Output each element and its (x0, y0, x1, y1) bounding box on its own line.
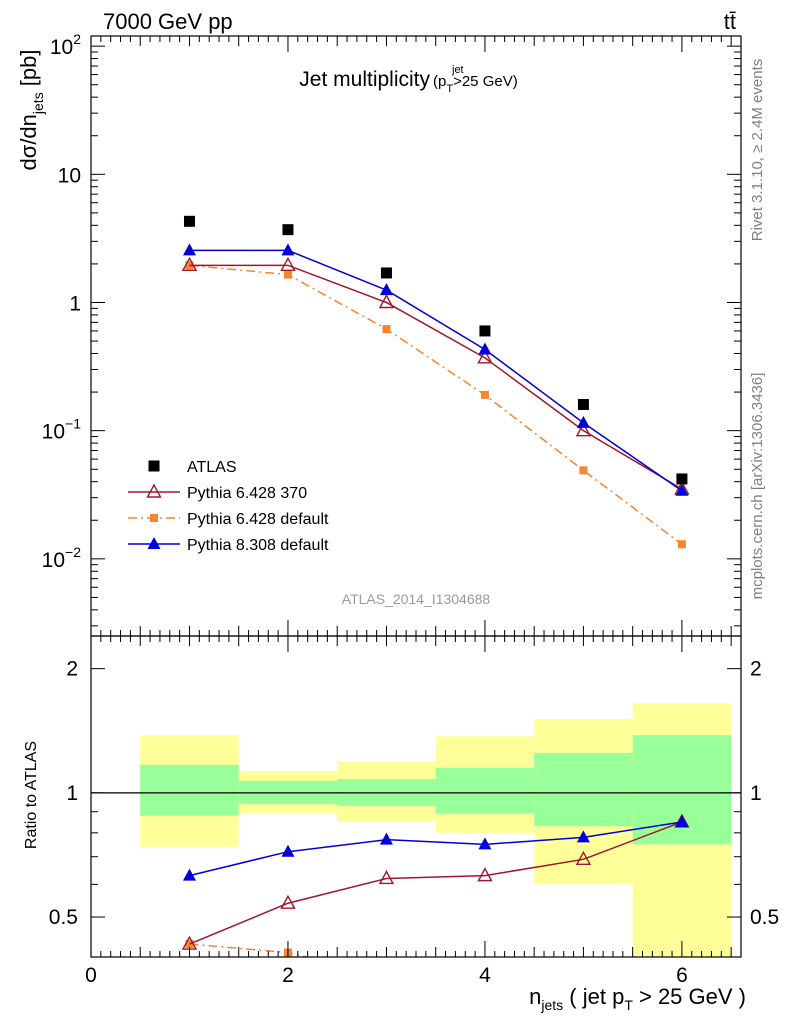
data-point-atlas (676, 473, 688, 485)
data-point-atlas (380, 267, 392, 279)
ratio-y-tick-label-right: 2 (750, 658, 762, 681)
main-y-tick-label: 102 (50, 31, 81, 59)
ratio-point-pythia-6-428-370 (575, 850, 592, 866)
ratio-uncertainty-bands (140, 703, 732, 957)
x-tick-label: 4 (479, 964, 491, 987)
watermark: ATLAS_2014_I1304688 (342, 591, 491, 607)
data-point-pythia-6-428-default (579, 466, 588, 475)
ratio-point-pythia-8-308-default (576, 830, 590, 843)
x-tick-label: 6 (676, 964, 688, 987)
data-point-atlas (577, 398, 589, 410)
axes: 10−2 10−1 1 10 102 0 2 4 6 0.5 0.5 1 1 2 2 (42, 31, 780, 987)
data-point-pythia-6-428-370 (181, 256, 198, 272)
data-point-pythia-8-308-default (675, 483, 689, 496)
x-tick-label: 0 (85, 964, 97, 987)
ratio-point-pythia-8-308-default (478, 837, 492, 850)
data-point-atlas (183, 215, 195, 227)
main-title-cut-sup: jet (451, 64, 464, 76)
ratio-point-pythia-6-428-370 (378, 870, 395, 885)
side-label-mcplots: mcplots.cern.ch [arXiv:1306.3436] (749, 373, 766, 600)
ratio-y-tick-label-right: 1 (750, 782, 762, 805)
main-y-tick-label: 10 (58, 164, 81, 187)
ratio-y-tick-label-left: 0.5 (49, 906, 78, 929)
data-point-pythia-6-428-default (382, 325, 391, 334)
ratio-point-pythia-8-308-default (281, 844, 295, 857)
legend-label-pythia-6-428-370: Pythia 6.428 370 (187, 485, 307, 502)
stat-uncertainty-band (534, 752, 633, 827)
series-line-pythia-6-428-370 (189, 264, 683, 490)
ratio-y-tick-label-right: 0.5 (750, 906, 779, 929)
ratio-x-axis-label: njets ( jet pT > 25 GeV ) (529, 984, 746, 1013)
data-point-pythia-8-308-default (182, 243, 196, 256)
ratio-line-pythia-8-308-default (189, 821, 683, 877)
ratio-point-pythia-8-308-default (379, 832, 393, 845)
legend-marker-pythia-6-428-370 (146, 483, 162, 498)
data-point-pythia-6-428-default (480, 390, 489, 399)
data-point-pythia-8-308-default (478, 342, 492, 355)
legend-label-pythia-6-428-default: Pythia 6.428 default (187, 511, 329, 528)
header-left: 7000 GeV pp (103, 9, 233, 34)
ratio-line-pythia-6-428-370 (189, 821, 683, 945)
ratio-point-pythia-6-428-370 (280, 894, 296, 909)
x-tick-label: 2 (282, 964, 294, 987)
main-y-tick-label: 10−1 (42, 416, 82, 444)
legend-marker-pythia-8-308-default (147, 537, 161, 549)
main-title-cut: (pT>25 GeV) (433, 73, 518, 95)
data-point-pythia-6-428-default (283, 270, 292, 279)
header-right: tt̄ (724, 9, 736, 34)
data-point-pythia-6-428-370 (378, 294, 395, 309)
ratio-y-tick-label-left: 2 (66, 658, 78, 681)
main-y-tick-label: 1 (69, 292, 81, 315)
side-label-rivet: Rivet 3.1.10, ≥ 2.4M events (749, 59, 766, 242)
data-point-pythia-6-428-370 (575, 422, 592, 437)
legend-marker-atlas (148, 460, 160, 472)
data-point-pythia-6-428-default (677, 540, 686, 549)
main-series (181, 215, 690, 549)
ratio-line-pythia-6-428-default (189, 943, 310, 957)
ratio-point-pythia-8-308-default (675, 814, 689, 827)
data-point-pythia-6-428-370 (477, 349, 493, 364)
data-point-atlas (479, 325, 491, 337)
legend-label-pythia-8-308-default: Pythia 8.308 default (187, 537, 329, 554)
ratio-point-pythia-6-428-370 (477, 867, 493, 882)
legend-marker-pythia-6-428-default (150, 514, 158, 522)
data-point-pythia-8-308-default (379, 283, 393, 296)
data-point-pythia-6-428-370 (280, 256, 296, 272)
stat-uncertainty-band (435, 767, 535, 814)
data-point-pythia-8-308-default (576, 415, 590, 428)
data-point-atlas (282, 224, 294, 236)
stat-uncertainty-band (140, 764, 239, 816)
ratio-y-axis-label: Ratio to ATLAS (23, 741, 40, 849)
main-title: Jet multiplicity (299, 68, 430, 91)
main-y-axis-label: dσ/dnjets [pb] (16, 49, 46, 170)
main-y-tick-label: 10−2 (42, 544, 82, 572)
legend-label-atlas: ATLAS (187, 459, 237, 476)
data-point-pythia-8-308-default (281, 243, 295, 256)
ratio-y-tick-label-left: 1 (66, 782, 78, 805)
ratio-point-pythia-8-308-default (182, 868, 196, 881)
legend: ATLAS Pythia 6.428 370 Pythia 6.428 defaul… (128, 459, 329, 554)
series-line-pythia-6-428-default (189, 264, 683, 545)
series-line-pythia-8-308-default (189, 249, 683, 492)
